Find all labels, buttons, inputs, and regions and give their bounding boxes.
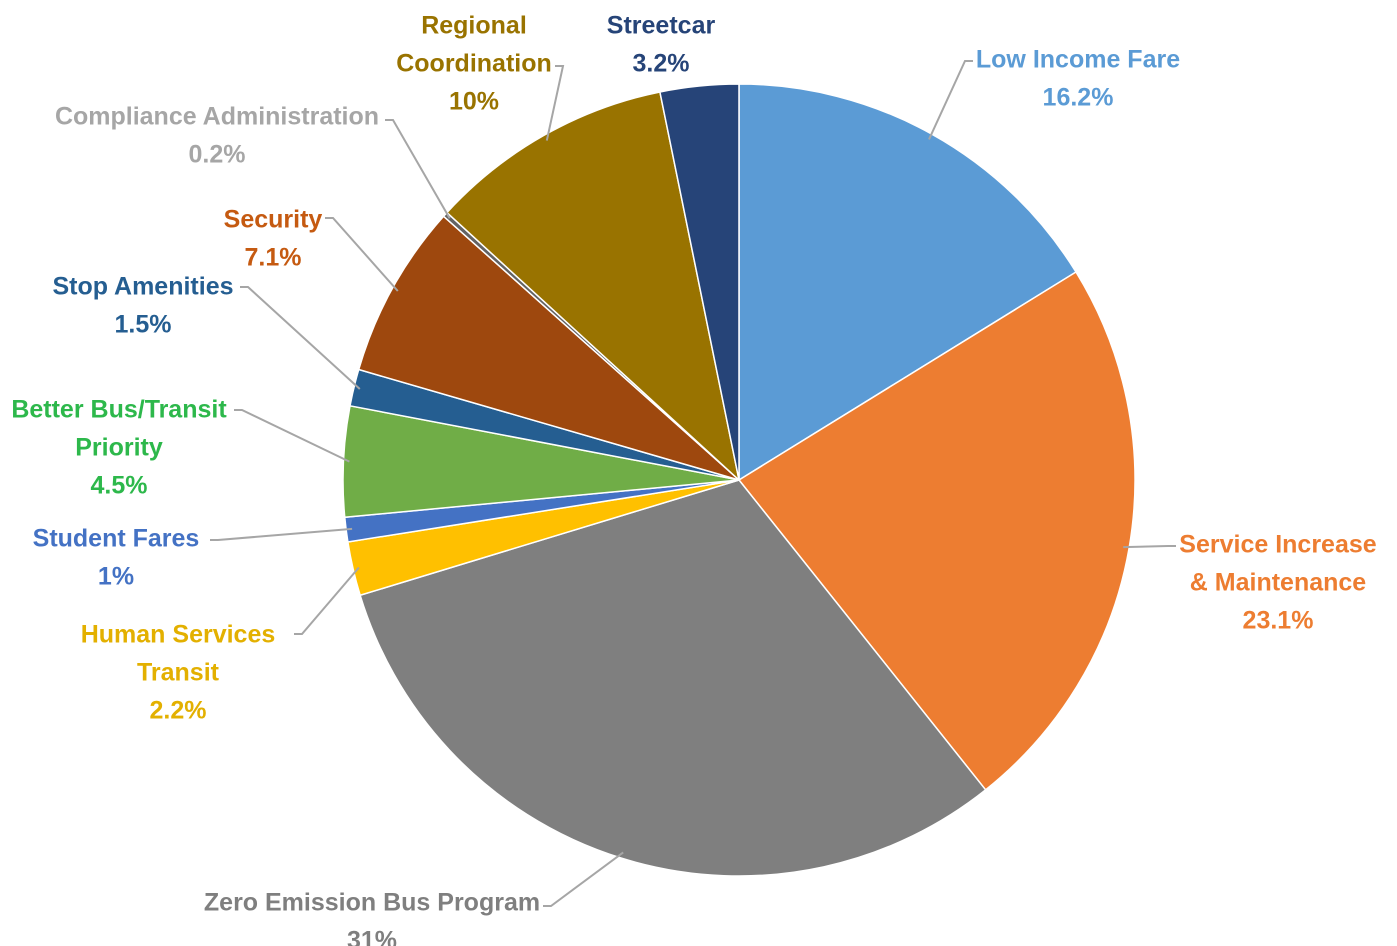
slice-name-streetcar: Streetcar bbox=[607, 12, 716, 40]
slice-label-stop-amenities: Stop Amenities 1.5% bbox=[52, 273, 233, 339]
leader-line-stop-amenities bbox=[240, 286, 361, 390]
slice-name-better-bus-transit-priority: Priority bbox=[75, 434, 163, 462]
slice-name-low-income-fare: Low Income Fare bbox=[976, 46, 1180, 74]
slice-name-service-increase-and-maintenance: & Maintenance bbox=[1190, 569, 1367, 597]
leader-line-compliance-administration bbox=[385, 119, 451, 219]
slice-name-zero-emission-bus-program: Zero Emission Bus Program bbox=[204, 889, 540, 917]
leader-line-zero-emission-bus-program bbox=[543, 851, 624, 907]
leader-line-better-bus-transit-priority bbox=[234, 409, 350, 463]
slice-value-zero-emission-bus-program: 31% bbox=[347, 927, 397, 946]
leader-line-student-fares bbox=[210, 527, 353, 541]
slice-label-zero-emission-bus-program: Zero Emission Bus Program 31% bbox=[204, 889, 540, 946]
slice-name-student-fares: Student Fares bbox=[33, 525, 200, 553]
slice-name-compliance-administration: Compliance Administration bbox=[55, 103, 379, 131]
slice-name-better-bus-transit-priority: Better Bus/Transit bbox=[11, 396, 227, 424]
slice-value-student-fares: 1% bbox=[98, 563, 134, 591]
slice-name-security: Security bbox=[224, 206, 323, 234]
leader-line-low-income-fare bbox=[928, 60, 973, 140]
slice-label-regional-coordination: Regional Coordination 10% bbox=[396, 12, 552, 116]
slice-value-low-income-fare: 16.2% bbox=[1043, 84, 1114, 112]
leader-line-human-services-transit bbox=[294, 566, 360, 635]
slice-value-stop-amenities: 1.5% bbox=[115, 311, 172, 339]
slice-name-human-services-transit: Human Services bbox=[81, 621, 276, 649]
slice-label-human-services-transit: Human Services Transit 2.2% bbox=[81, 621, 276, 725]
pie-slices bbox=[342, 83, 1136, 877]
slice-label-security: Security 7.1% bbox=[224, 206, 323, 272]
slice-value-human-services-transit: 2.2% bbox=[150, 697, 207, 725]
slice-name-regional-coordination: Coordination bbox=[396, 50, 552, 78]
slice-label-compliance-administration: Compliance Administration 0.2% bbox=[55, 103, 379, 169]
pie-slice-regional-coordination bbox=[445, 91, 741, 483]
slice-value-compliance-administration: 0.2% bbox=[189, 141, 246, 169]
slice-value-service-increase-and-maintenance: 23.1% bbox=[1243, 607, 1314, 635]
slice-labels: Low Income Fare 16.2% Service Increase & Ma… bbox=[11, 12, 1376, 946]
pie-slice-zero-emission-bus-program bbox=[359, 479, 987, 877]
slice-value-streetcar: 3.2% bbox=[633, 50, 690, 78]
slice-value-better-bus-transit-priority: 4.5% bbox=[91, 472, 148, 500]
slice-value-security: 7.1% bbox=[245, 244, 302, 272]
slice-name-regional-coordination: Regional bbox=[421, 12, 527, 40]
pie-slice-streetcar bbox=[659, 83, 740, 481]
leader-lines bbox=[210, 60, 1176, 907]
slice-label-low-income-fare: Low Income Fare 16.2% bbox=[976, 46, 1180, 112]
slice-name-human-services-transit: Transit bbox=[137, 659, 220, 687]
slice-label-better-bus-transit-priority: Better Bus/Transit Priority 4.5% bbox=[11, 396, 227, 500]
slice-name-service-increase-and-maintenance: Service Increase bbox=[1179, 531, 1376, 559]
pie-slice-service-increase-and-maintenance bbox=[737, 270, 1136, 791]
pie-slice-security bbox=[357, 215, 740, 481]
slice-label-streetcar: Streetcar 3.2% bbox=[607, 12, 716, 78]
leader-line-service-increase-and-maintenance bbox=[1123, 545, 1176, 549]
slice-value-regional-coordination: 10% bbox=[449, 88, 499, 116]
slice-label-student-fares: Student Fares 1% bbox=[33, 525, 200, 591]
leader-line-security bbox=[325, 217, 399, 292]
slice-name-stop-amenities: Stop Amenities bbox=[52, 273, 233, 301]
slice-label-service-increase-and-maintenance: Service Increase & Maintenance 23.1% bbox=[1179, 531, 1376, 635]
leader-line-regional-coordination bbox=[545, 65, 565, 141]
